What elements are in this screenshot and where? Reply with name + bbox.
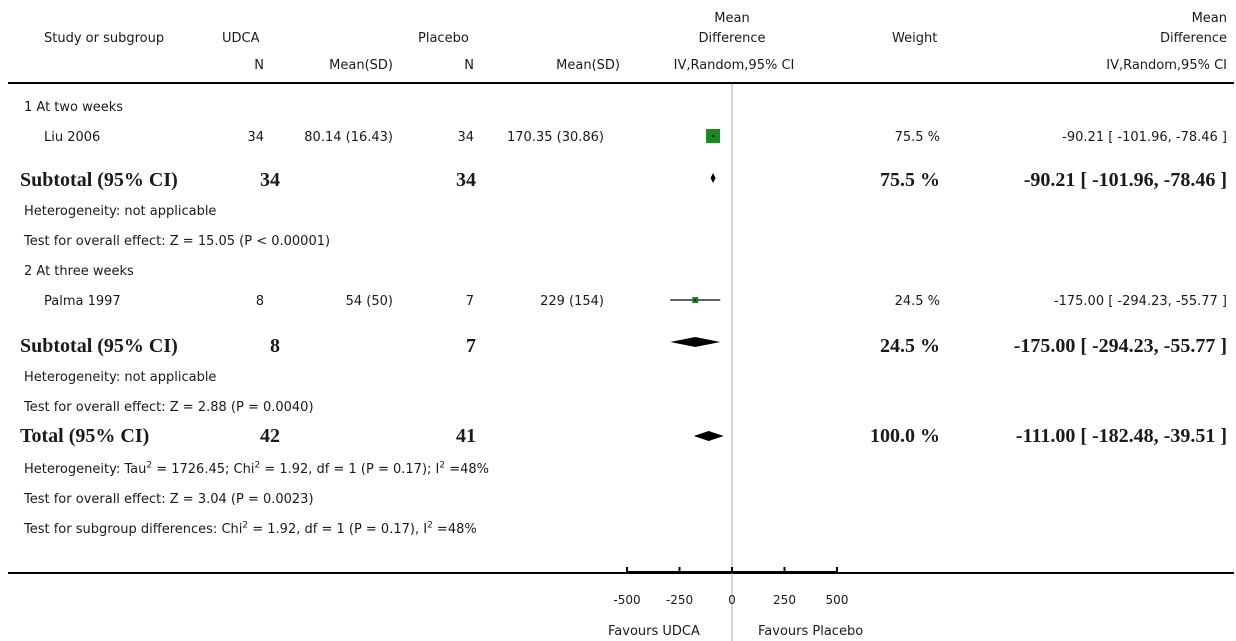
header-md-bottom: Difference	[698, 31, 766, 46]
study-liu-n1: 34	[247, 130, 264, 145]
subtotal2-ci: -175.00 [ -294.23, -55.77 ]	[1013, 335, 1227, 357]
study-liu-mean1: 80.14 (16.43)	[304, 130, 393, 145]
study-point	[712, 135, 715, 137]
total-ci: -111.00 [ -182.48, -39.51 ]	[1015, 425, 1227, 447]
header-n2: N	[464, 58, 474, 73]
study-palma-mean2: 229 (154)	[540, 294, 604, 309]
bottom-rule	[8, 572, 1234, 574]
subtotal1-ci: -90.21 [ -101.96, -78.46 ]	[1023, 169, 1227, 191]
header-study: Study or subgroup	[44, 31, 165, 46]
header-md-top: Mean	[714, 11, 750, 26]
x-tick-label: -250	[666, 593, 693, 607]
study-liu-ci: -90.21 [ -101.96, -78.46 ]	[1062, 130, 1227, 145]
pooled-diamond	[670, 337, 721, 347]
header-weight: Weight	[892, 31, 938, 46]
group1-label: 1 At two weeks	[24, 100, 124, 115]
heterogeneity-total: Heterogeneity: Tau2 = 1726.45; Chi2 = 1.…	[24, 460, 490, 477]
study-palma-name: Palma 1997	[44, 294, 121, 309]
study-liu-name: Liu 2006	[44, 130, 101, 145]
total-weight: 100.0 %	[870, 425, 940, 447]
group2-label: 2 At three weeks	[24, 264, 134, 279]
total-label: Total (95% CI)	[20, 425, 150, 447]
overall-effect-total: Test for overall effect: Z = 3.04 (P = 0…	[24, 492, 314, 507]
header-mean1: Mean(SD)	[329, 58, 393, 73]
header-md2-top: Mean	[1191, 11, 1227, 26]
study-palma-weight: 24.5 %	[894, 294, 940, 309]
pooled-diamond	[710, 173, 716, 183]
subgroup-differences: Test for subgroup differences: Chi2 = 1.…	[24, 520, 477, 537]
subtotal1-weight: 75.5 %	[880, 169, 940, 191]
subtotal1-label: Subtotal (95% CI)	[20, 169, 178, 191]
header-ivr2: IV,Random,95% CI	[1106, 58, 1227, 73]
study-palma-n2: 7	[465, 294, 474, 309]
header-placebo: Placebo	[418, 31, 469, 46]
x-tick-label: 250	[773, 593, 796, 607]
total-n2: 41	[456, 425, 476, 447]
study-palma-ci: -175.00 [ -294.23, -55.77 ]	[1053, 294, 1227, 309]
study-palma-n1: 8	[255, 294, 264, 309]
header-ivr: IV,Random,95% CI	[673, 58, 795, 73]
subtotal2-n2: 7	[466, 335, 476, 357]
study-liu-weight: 75.5 %	[894, 130, 940, 145]
x-tick-label: 500	[826, 593, 849, 607]
subtotal2-label: Subtotal (95% CI)	[20, 335, 178, 357]
study-point	[694, 299, 697, 301]
overall-effect1: Test for overall effect: Z = 15.05 (P < …	[24, 234, 331, 249]
pooled-diamond	[693, 431, 724, 441]
heterogeneity2: Heterogeneity: not applicable	[24, 370, 217, 385]
header-rule	[8, 82, 1234, 84]
study-liu-n2: 34	[457, 130, 474, 145]
subtotal2-n1: 8	[270, 335, 280, 357]
study-palma-mean1: 54 (50)	[345, 294, 393, 309]
header-udca: UDCA	[222, 31, 260, 46]
header-n1: N	[254, 58, 264, 73]
x-tick-label: 0	[728, 593, 736, 607]
subtotal2-weight: 24.5 %	[880, 335, 940, 357]
header-mean2: Mean(SD)	[556, 58, 620, 73]
subtotal1-n2: 34	[456, 169, 476, 191]
header-md2-bottom: Difference	[1159, 31, 1227, 46]
overall-effect2: Test for overall effect: Z = 2.88 (P = 0…	[24, 400, 314, 415]
x-tick-label: -500	[613, 593, 640, 607]
subtotal1-n1: 34	[260, 169, 280, 191]
favours-right: Favours Placebo	[758, 624, 864, 639]
heterogeneity1: Heterogeneity: not applicable	[24, 204, 217, 219]
study-liu-mean2: 170.35 (30.86)	[507, 130, 604, 145]
total-n1: 42	[260, 425, 280, 447]
favours-left: Favours UDCA	[608, 624, 700, 639]
